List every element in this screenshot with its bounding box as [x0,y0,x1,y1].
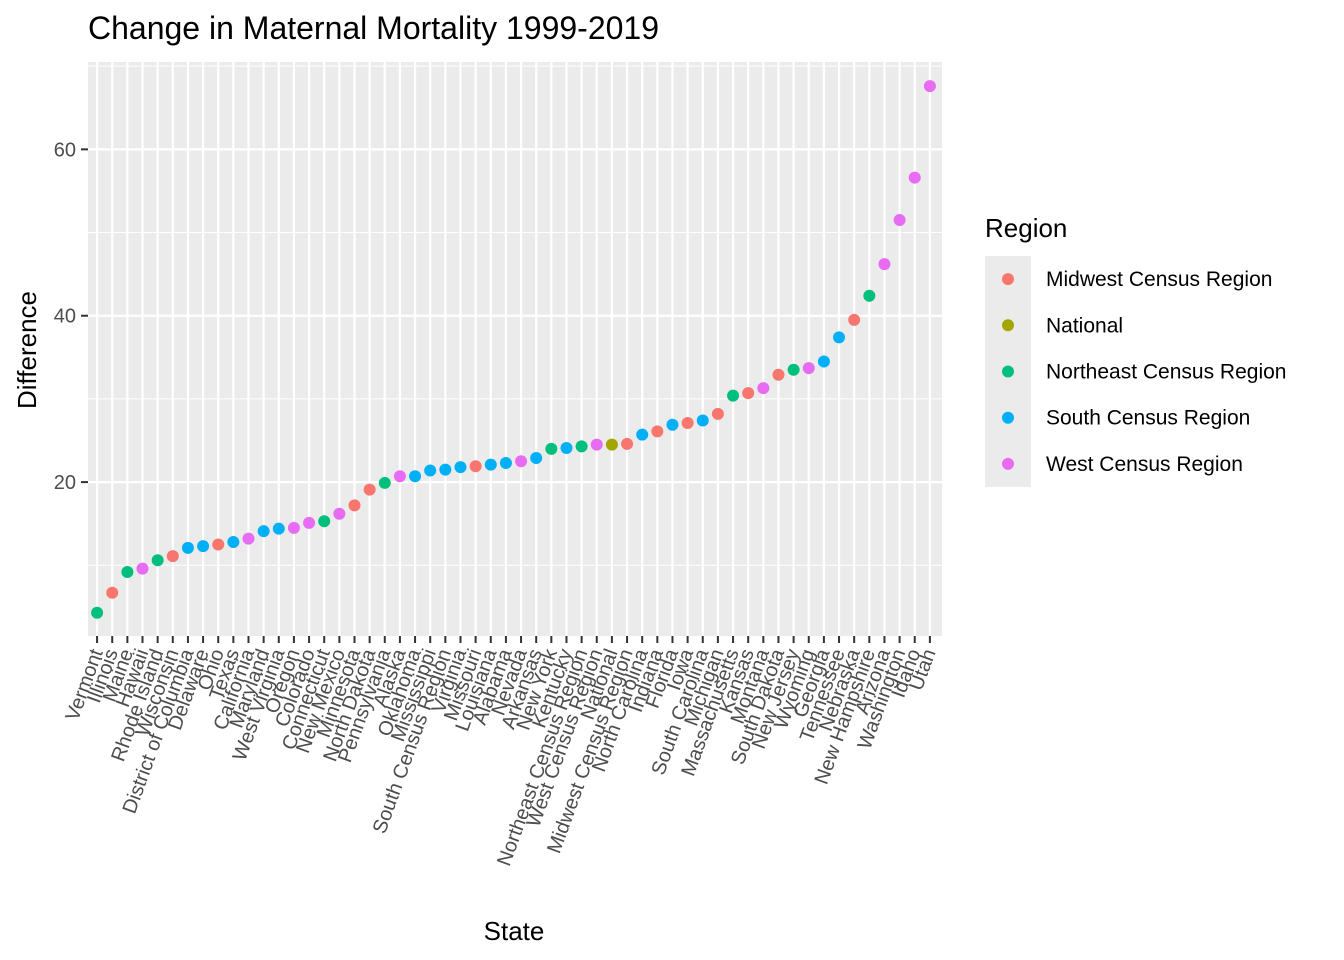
data-point [727,389,740,402]
data-point [181,541,194,554]
legend-title: Region [985,213,1067,243]
data-point [848,313,861,326]
data-point [318,515,331,528]
data-point [908,171,921,184]
y-tick-label: 20 [54,472,76,494]
data-point [666,418,679,431]
data-point [621,437,634,450]
legend-entry-label: National [1046,314,1123,337]
data-point [378,476,391,489]
data-point [121,565,134,578]
data-point [681,417,694,430]
data-point [711,407,724,420]
data-point [91,606,104,619]
y-axis-title: Difference [12,291,42,409]
data-point [106,586,119,599]
data-point [530,451,543,464]
legend-entry-label: Midwest Census Region [1046,268,1272,291]
data-point [212,538,225,551]
data-point [772,368,785,381]
x-axis-title: State [484,916,545,946]
legend-entry-label: Northeast Census Region [1046,361,1286,384]
data-point [227,535,240,548]
data-point [863,289,876,302]
y-tick-label: 60 [54,139,76,161]
y-axis: 20 40 60 [54,139,88,494]
data-point [197,540,210,553]
data-point [424,464,437,477]
legend-entry-label: South Census Region [1046,407,1250,430]
data-point [272,522,285,535]
data-point [287,521,300,534]
data-point [636,428,649,441]
data-point [484,458,497,471]
data-point [878,258,891,271]
legend-key [1002,273,1014,286]
data-point [499,456,512,469]
data-point [454,461,467,474]
legend-key [1002,457,1014,470]
data-point [136,562,149,575]
data-point [545,442,558,455]
data-point [439,463,452,476]
data-point [605,438,618,451]
grid-lines [88,62,942,636]
data-point [696,414,709,427]
data-point [833,331,846,344]
data-point [893,214,906,227]
data-point [923,80,936,93]
chart-title: Change in Maternal Mortality 1999-2019 [88,10,659,46]
data-point [560,441,573,454]
data-point [151,554,164,567]
data-point [787,363,800,376]
data-point [817,355,830,368]
data-point [575,440,588,453]
data-point [757,382,770,395]
data-point [393,470,406,483]
data-point [590,438,603,451]
legend-key [1002,365,1014,378]
data-point [802,362,815,375]
data-point [166,550,179,563]
legend-entry-label: West Census Region [1046,453,1243,476]
data-point [363,483,376,496]
data-points [91,80,936,619]
legend-key [1002,319,1014,332]
legend: Region Midwest Census Region National Nort… [985,213,1286,487]
legend-key [1002,411,1014,424]
y-tick-label: 40 [54,306,76,328]
data-point [257,525,270,538]
data-point [515,455,528,468]
data-point [469,460,482,473]
data-point [242,532,255,545]
data-point [742,387,755,400]
data-point [333,507,346,520]
data-point [651,425,664,438]
data-point [409,470,422,483]
data-point [303,516,316,529]
data-point [348,499,361,512]
